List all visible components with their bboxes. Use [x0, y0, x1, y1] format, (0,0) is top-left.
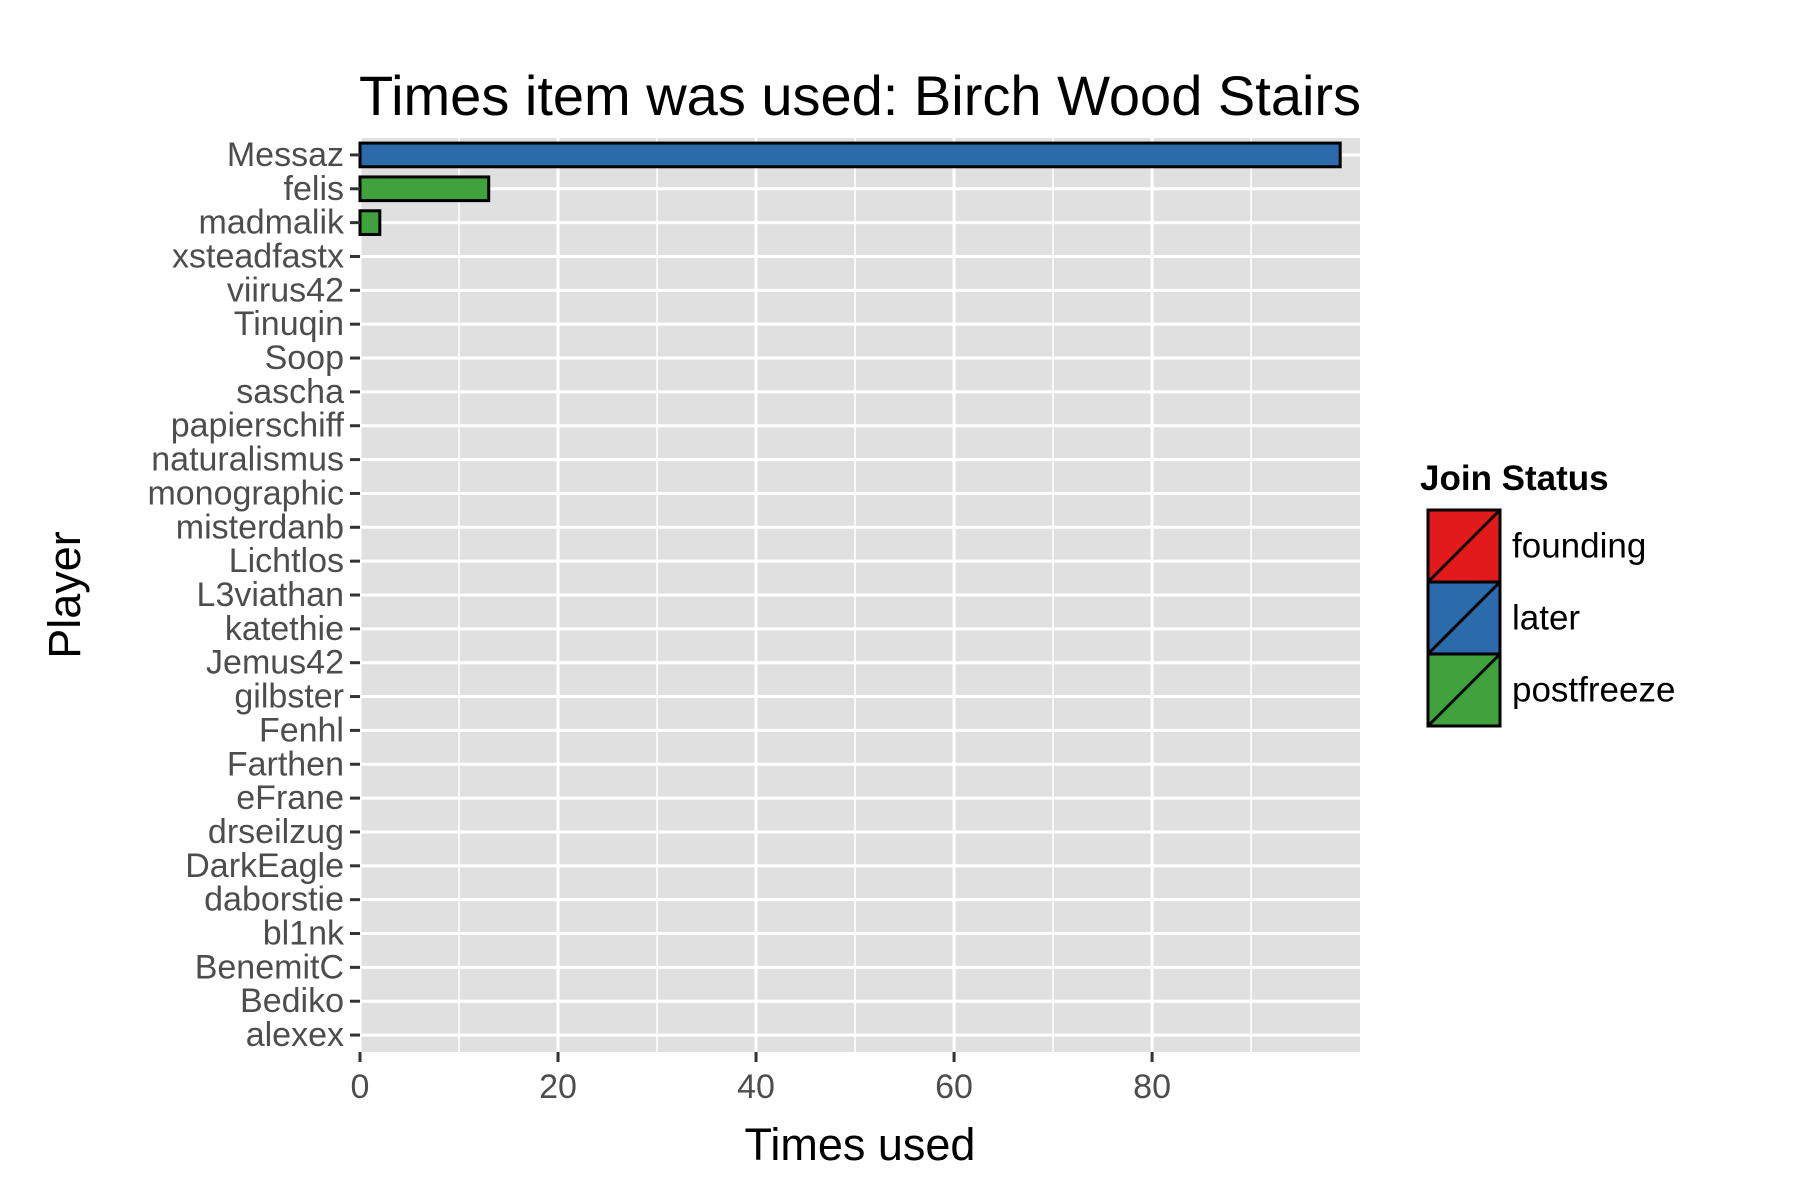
y-tick-label: Messaz [227, 136, 344, 174]
y-tick-label: L3viathan [197, 576, 344, 614]
y-tick-label: BenemitC [195, 948, 344, 986]
y-axis-title: Player [39, 531, 90, 659]
x-tick-label: 60 [935, 1068, 973, 1106]
legend: Join Status founding later postfreeze [1420, 459, 1675, 728]
x-tick-label: 40 [737, 1068, 775, 1106]
legend-label-postfreeze: postfreeze [1512, 671, 1675, 710]
x-axis-title: Times used [745, 1119, 976, 1170]
y-tick-label: Lichtlos [229, 542, 344, 580]
y-tick-label: bl1nk [263, 915, 345, 953]
bar [358, 175, 491, 203]
y-tick-label: monographic [147, 474, 344, 512]
y-axis: Messazfelismadmalikxsteadfastxviirus42Ti… [147, 136, 360, 1054]
x-tick-label: 0 [351, 1068, 370, 1106]
y-tick-label: DarkEagle [185, 847, 344, 885]
x-axis: 0 20 40 60 80 [351, 1052, 1171, 1106]
y-tick-label: Fenhl [259, 711, 344, 749]
legend-key-slash [1426, 580, 1502, 656]
chart-title: Times item was used: Birch Wood Stairs [359, 64, 1361, 127]
y-tick-label: Soop [265, 339, 344, 377]
legend-key-slash [1426, 508, 1502, 584]
y-tick-label: Farthen [227, 745, 344, 783]
y-tick-label: madmalik [199, 204, 345, 242]
y-tick-label: alexex [246, 1016, 344, 1054]
y-tick-label: eFrane [236, 779, 344, 817]
y-tick-label: drseilzug [208, 813, 344, 851]
bar [358, 209, 382, 236]
y-tick-label: viirus42 [227, 271, 344, 309]
y-tick-label: Jemus42 [206, 644, 344, 682]
legend-label-founding: founding [1512, 527, 1646, 566]
y-tick-label: naturalismus [151, 441, 344, 479]
y-tick-label: daborstie [204, 881, 344, 919]
legend-title: Join Status [1420, 459, 1609, 498]
y-tick-label: Tinuqin [234, 305, 344, 343]
y-tick-label: Bediko [240, 982, 344, 1020]
y-tick-label: katethie [225, 610, 344, 648]
x-tick-label: 80 [1133, 1068, 1171, 1106]
x-tick-label: 20 [539, 1068, 577, 1106]
legend-label-later: later [1512, 599, 1580, 638]
legend-key-slash [1426, 652, 1502, 728]
y-tick-label: xsteadfastx [172, 237, 344, 275]
y-tick-label: papierschiff [171, 407, 345, 445]
y-tick-label: sascha [236, 373, 344, 411]
bar [358, 141, 1342, 169]
y-tick-label: misterdanb [176, 508, 344, 546]
y-tick-label: gilbster [234, 678, 344, 716]
y-tick-label: felis [284, 170, 344, 208]
